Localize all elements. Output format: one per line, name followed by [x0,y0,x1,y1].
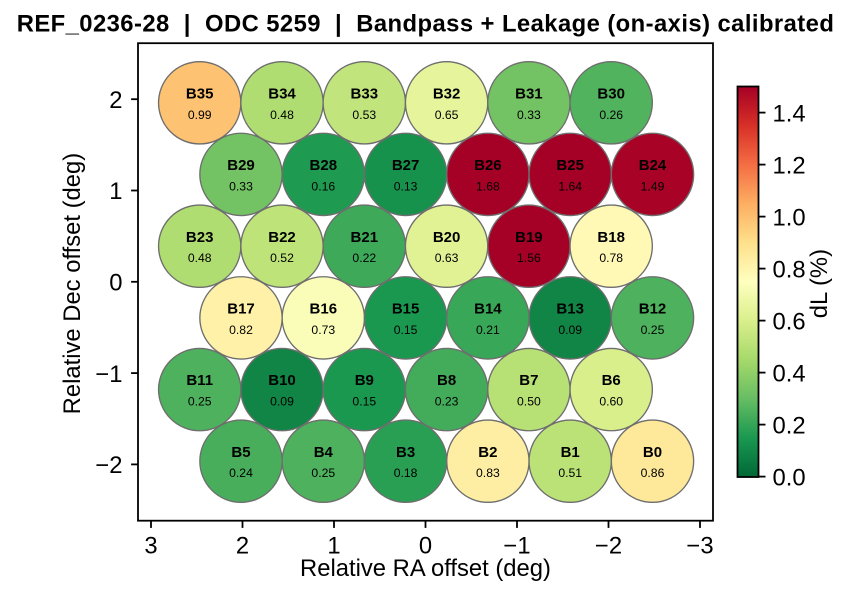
svg-text:B23: B23 [186,229,214,246]
svg-text:Relative Dec offset (deg): Relative Dec offset (deg) [59,153,86,414]
svg-text:0.15: 0.15 [352,395,376,409]
svg-text:B10: B10 [268,372,296,389]
svg-text:B15: B15 [392,301,420,318]
svg-text:B2: B2 [478,444,497,461]
svg-text:1.2: 1.2 [773,153,806,180]
svg-text:0: 0 [419,532,432,559]
svg-text:0.0: 0.0 [773,465,806,492]
svg-text:0.82: 0.82 [229,323,253,337]
svg-text:0.22: 0.22 [352,251,376,265]
svg-text:B35: B35 [186,86,214,103]
svg-text:B8: B8 [437,372,456,389]
svg-text:B5: B5 [231,444,250,461]
svg-text:B14: B14 [474,301,502,318]
svg-text:0.83: 0.83 [476,466,500,480]
svg-text:1.49: 1.49 [641,179,665,193]
svg-text:0.09: 0.09 [558,323,582,337]
svg-text:0.51: 0.51 [558,466,582,480]
svg-text:B18: B18 [597,229,625,246]
svg-text:B34: B34 [268,86,296,103]
svg-text:B11: B11 [186,372,213,389]
svg-text:0.63: 0.63 [435,251,459,265]
svg-text:0.6: 0.6 [773,309,806,336]
svg-text:B20: B20 [433,229,461,246]
svg-text:B29: B29 [227,157,255,174]
svg-text:0.16: 0.16 [311,179,335,193]
svg-text:0.73: 0.73 [311,323,335,337]
svg-text:0.33: 0.33 [229,179,253,193]
svg-text:0.15: 0.15 [394,323,418,337]
svg-text:B17: B17 [227,301,255,318]
svg-text:0.25: 0.25 [311,466,335,480]
svg-text:B22: B22 [268,229,296,246]
svg-text:REF_0236-28 | ODC 5259 | B: REF_0236-28 | ODC 5259 | Bandpass + Leak… [17,11,835,38]
svg-text:−2: −2 [95,452,122,479]
svg-text:−1: −1 [503,532,530,559]
svg-text:0.2: 0.2 [773,413,806,440]
svg-text:B32: B32 [433,86,461,103]
svg-text:1: 1 [327,532,340,559]
svg-text:1: 1 [109,178,122,205]
svg-text:0.78: 0.78 [599,251,623,265]
svg-text:B25: B25 [556,157,584,174]
svg-text:0.52: 0.52 [270,251,294,265]
svg-text:−1: −1 [95,361,122,388]
svg-text:0.23: 0.23 [435,395,459,409]
svg-text:B30: B30 [597,86,625,103]
svg-text:−3: −3 [686,532,713,559]
svg-text:B26: B26 [474,157,502,174]
svg-text:1.4: 1.4 [773,101,806,128]
svg-text:B16: B16 [310,301,338,318]
svg-text:0.53: 0.53 [352,108,376,122]
svg-text:0.48: 0.48 [188,251,212,265]
svg-text:0.65: 0.65 [435,108,459,122]
svg-text:B31: B31 [515,86,543,103]
svg-text:B24: B24 [639,157,667,174]
svg-text:0.24: 0.24 [229,466,253,480]
svg-text:0.21: 0.21 [476,323,500,337]
svg-text:0.8: 0.8 [773,257,806,284]
svg-text:B0: B0 [643,444,662,461]
svg-text:B21: B21 [351,229,379,246]
svg-text:B27: B27 [392,157,420,174]
svg-text:0.33: 0.33 [517,108,541,122]
svg-text:B19: B19 [515,229,543,246]
svg-text:B13: B13 [556,301,584,318]
svg-text:B4: B4 [314,444,334,461]
svg-text:0.26: 0.26 [599,108,623,122]
svg-text:B7: B7 [519,372,538,389]
svg-text:0.25: 0.25 [641,323,665,337]
svg-text:0: 0 [109,270,122,297]
svg-text:1.0: 1.0 [773,205,806,232]
svg-text:B3: B3 [396,444,415,461]
svg-text:0.99: 0.99 [188,108,212,122]
svg-text:0.25: 0.25 [188,395,212,409]
svg-text:2: 2 [236,532,249,559]
svg-text:B6: B6 [602,372,621,389]
svg-text:0.09: 0.09 [270,395,294,409]
svg-text:0.4: 0.4 [773,361,806,388]
svg-text:0.18: 0.18 [394,466,418,480]
svg-text:B12: B12 [639,301,667,318]
svg-text:B9: B9 [355,372,374,389]
svg-text:1.68: 1.68 [476,179,500,193]
svg-text:B28: B28 [310,157,338,174]
svg-text:1.64: 1.64 [558,179,582,193]
svg-text:0.13: 0.13 [394,179,418,193]
svg-text:0.50: 0.50 [517,395,541,409]
svg-text:3: 3 [144,532,157,559]
svg-text:Relative RA offset (deg): Relative RA offset (deg) [300,555,551,582]
svg-text:2: 2 [109,87,122,114]
svg-text:dL (%): dL (%) [806,249,833,318]
svg-text:0.48: 0.48 [270,108,294,122]
svg-text:1.56: 1.56 [517,251,541,265]
svg-text:B1: B1 [561,444,580,461]
svg-text:−2: −2 [595,532,622,559]
svg-text:0.86: 0.86 [641,466,665,480]
svg-text:B33: B33 [351,86,379,103]
svg-text:0.60: 0.60 [599,395,623,409]
